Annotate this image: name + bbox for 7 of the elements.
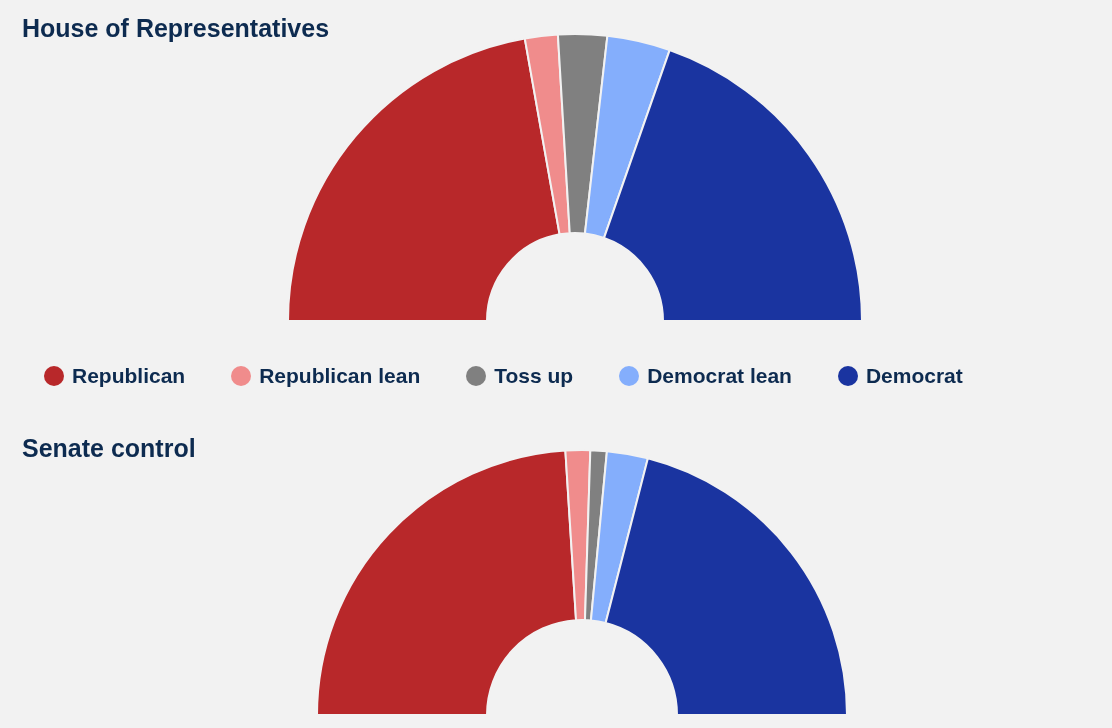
legend-label: Democrat [865, 364, 963, 388]
text: Senate control [22, 434, 196, 463]
legend-label: Toss up [494, 364, 574, 388]
legend-label: Democrat lean [647, 364, 792, 388]
legend-label: Republican lean [259, 364, 421, 388]
chart-title: House of Representatives [22, 14, 330, 43]
legend-label: Republican [72, 364, 186, 388]
